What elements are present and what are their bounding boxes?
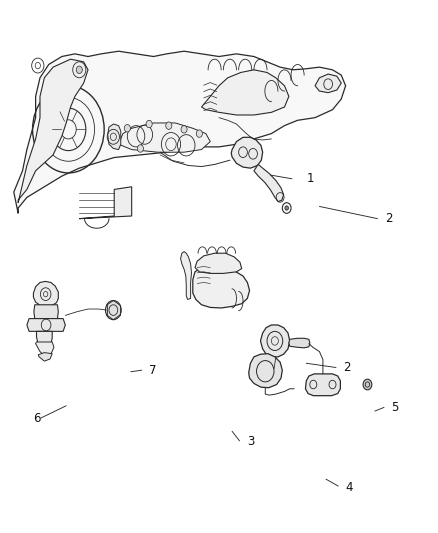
Polygon shape bbox=[38, 353, 52, 361]
Text: 7: 7 bbox=[149, 364, 157, 377]
Polygon shape bbox=[18, 59, 88, 203]
Circle shape bbox=[363, 379, 372, 390]
Polygon shape bbox=[195, 253, 242, 273]
Circle shape bbox=[166, 122, 172, 130]
Text: 5: 5 bbox=[392, 401, 399, 414]
Circle shape bbox=[124, 125, 131, 132]
Polygon shape bbox=[79, 187, 132, 219]
Polygon shape bbox=[289, 338, 310, 348]
Text: 2: 2 bbox=[385, 212, 392, 225]
Circle shape bbox=[106, 301, 121, 320]
Text: 6: 6 bbox=[33, 411, 41, 424]
Polygon shape bbox=[36, 332, 52, 349]
Text: 3: 3 bbox=[247, 435, 255, 448]
Text: 4: 4 bbox=[346, 481, 353, 494]
Circle shape bbox=[285, 206, 288, 210]
Polygon shape bbox=[193, 266, 250, 308]
Polygon shape bbox=[305, 374, 340, 395]
Circle shape bbox=[146, 120, 152, 128]
Circle shape bbox=[76, 66, 82, 74]
Polygon shape bbox=[254, 165, 284, 201]
Polygon shape bbox=[35, 342, 54, 356]
Polygon shape bbox=[108, 124, 121, 150]
Polygon shape bbox=[231, 138, 263, 168]
Polygon shape bbox=[27, 319, 65, 332]
Polygon shape bbox=[249, 354, 283, 387]
Polygon shape bbox=[33, 281, 58, 306]
Polygon shape bbox=[14, 51, 346, 213]
Polygon shape bbox=[34, 305, 58, 319]
Polygon shape bbox=[201, 70, 289, 115]
Circle shape bbox=[196, 130, 202, 138]
Polygon shape bbox=[315, 74, 341, 93]
Text: 1: 1 bbox=[306, 172, 314, 185]
Circle shape bbox=[138, 145, 144, 152]
Polygon shape bbox=[119, 123, 210, 152]
Polygon shape bbox=[261, 325, 290, 357]
Text: 2: 2 bbox=[343, 361, 351, 374]
Circle shape bbox=[181, 126, 187, 133]
Polygon shape bbox=[180, 252, 191, 300]
